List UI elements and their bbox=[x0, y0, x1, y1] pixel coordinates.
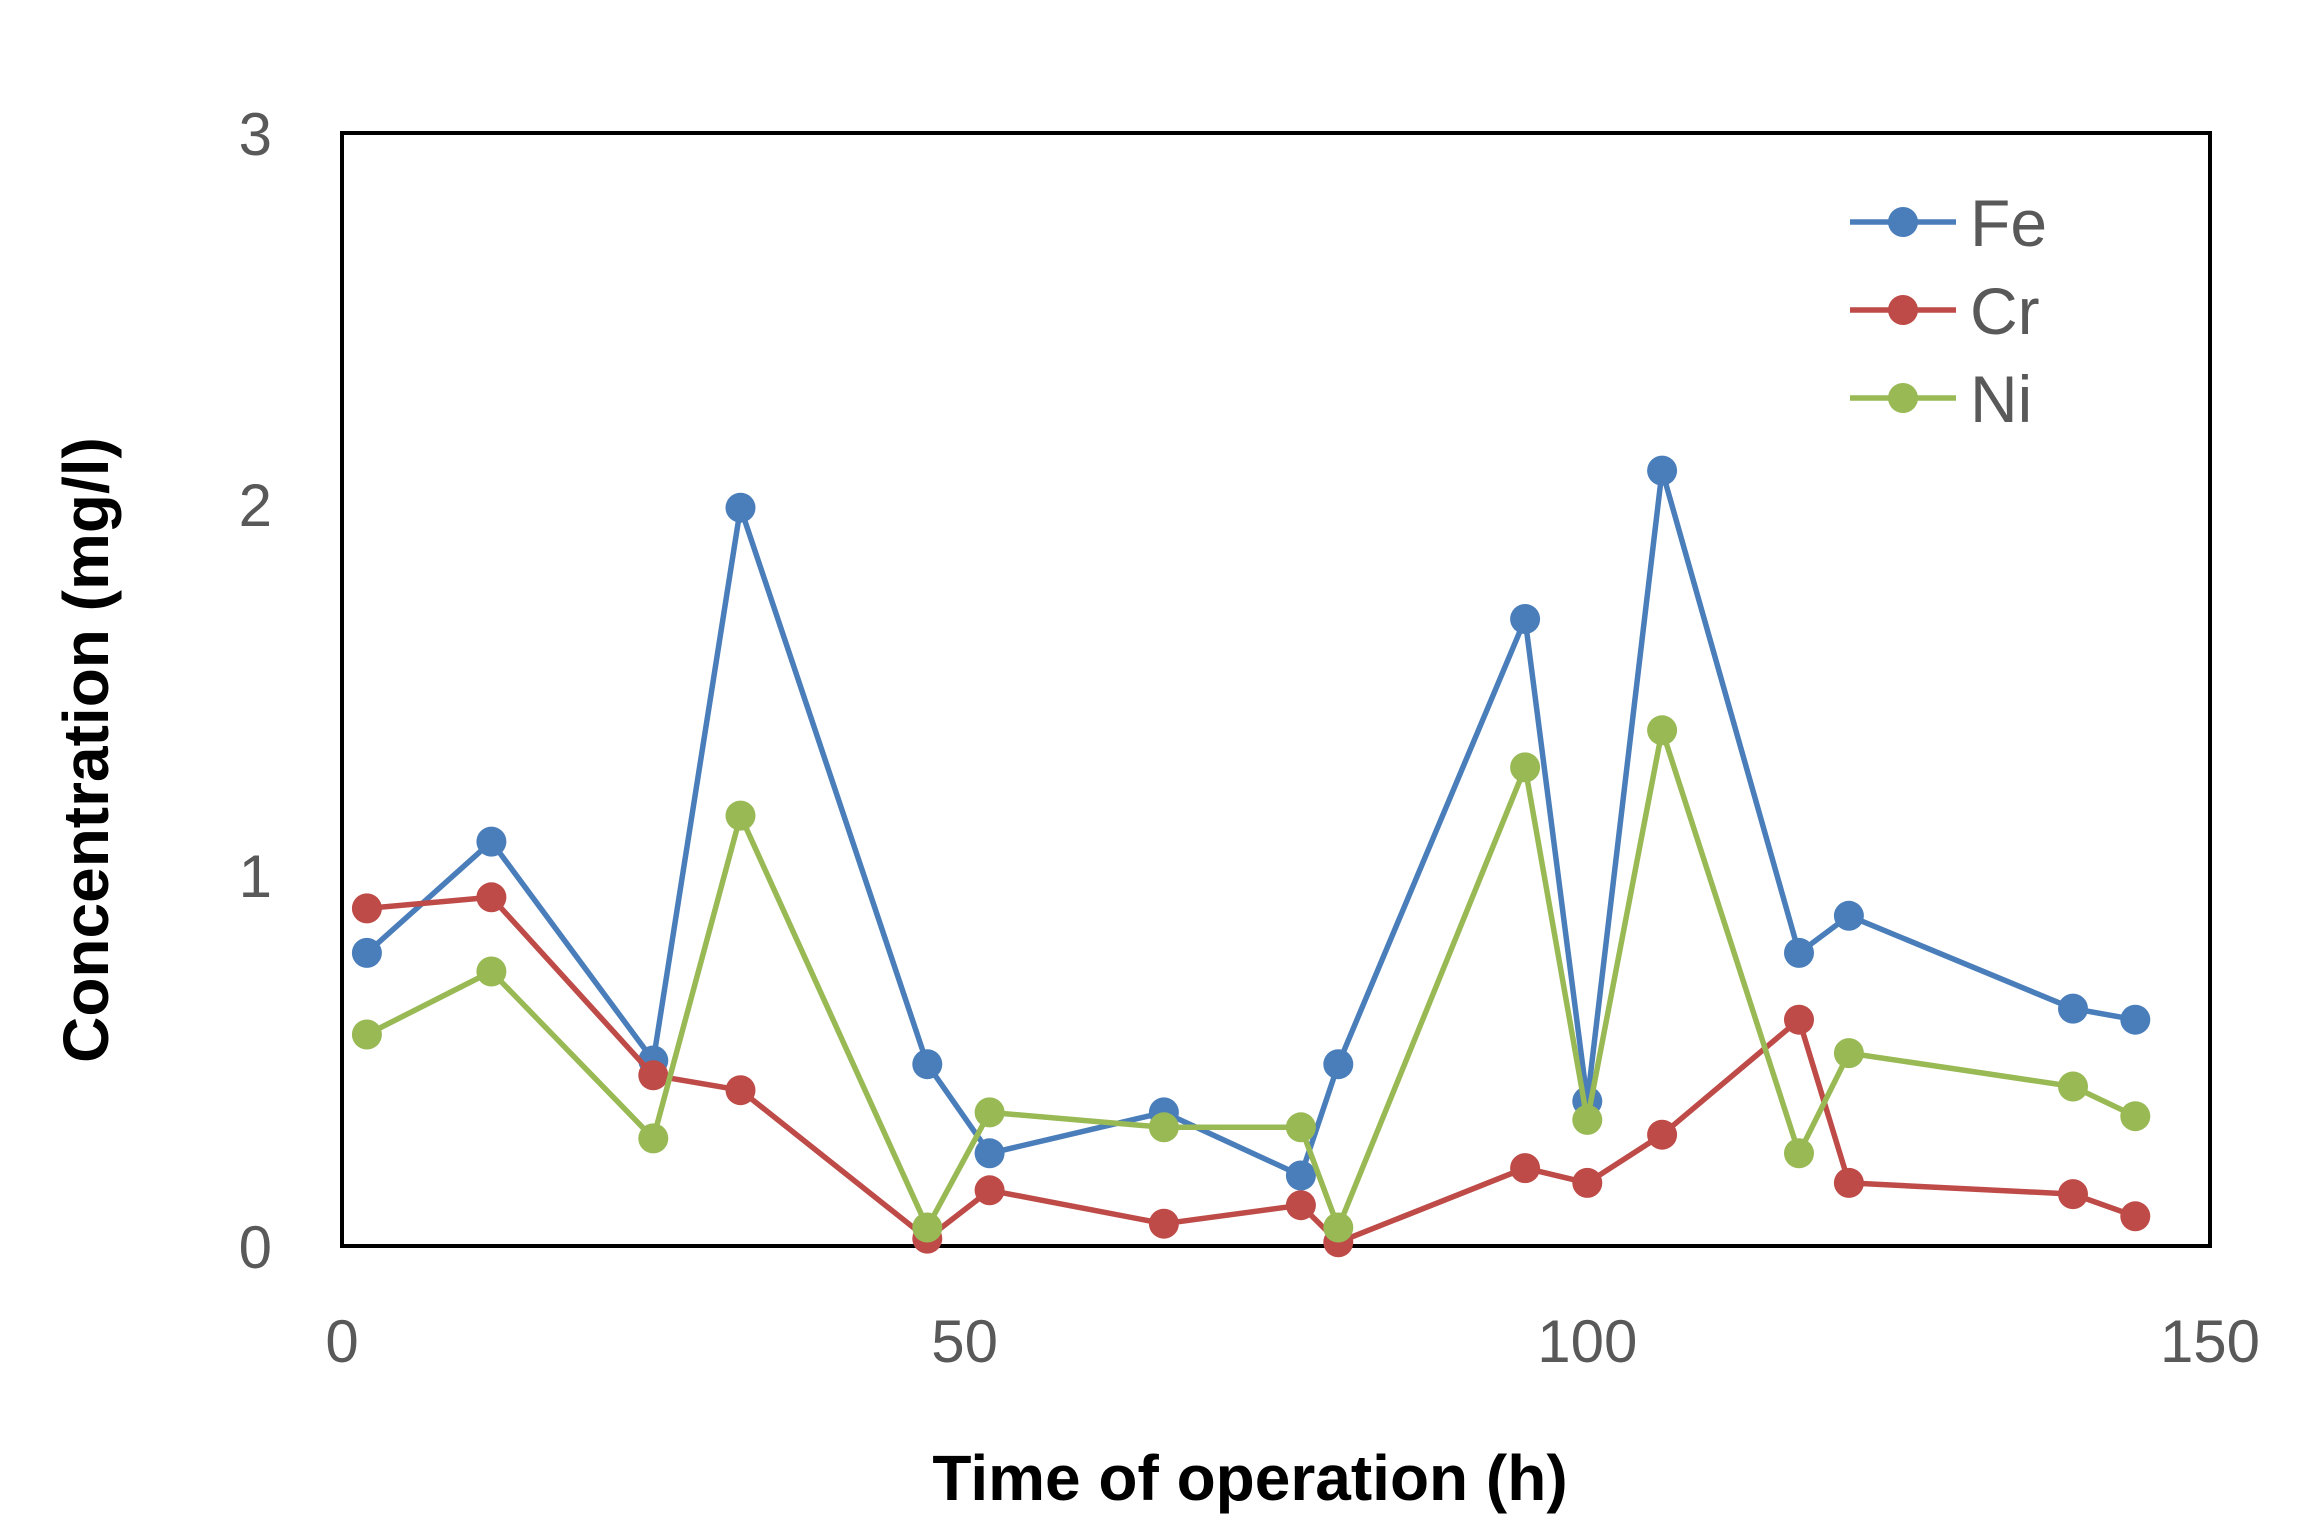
series-layer bbox=[351, 455, 2151, 1258]
y-axis-ticks: 0 1 2 3 bbox=[239, 101, 272, 1281]
data-point-fe bbox=[1285, 1160, 1316, 1191]
legend-marker bbox=[1888, 207, 1918, 237]
series-ni bbox=[351, 715, 2151, 1243]
data-point-ni bbox=[351, 1019, 382, 1050]
data-point-ni bbox=[1833, 1038, 1864, 1069]
data-point-ni bbox=[476, 956, 507, 987]
series-line-ni bbox=[364, 727, 2139, 1231]
plot-area bbox=[340, 131, 2212, 1248]
x-tick-label: 50 bbox=[931, 1308, 998, 1375]
data-point-ni bbox=[974, 1097, 1005, 1128]
legend: Fe Cr Ni bbox=[1850, 186, 2047, 436]
legend-item-ni: Ni bbox=[1850, 362, 2032, 436]
data-point-fe bbox=[974, 1138, 1005, 1169]
series-line-fe bbox=[364, 467, 2139, 1179]
data-point-ni bbox=[1323, 1212, 1354, 1243]
legend-marker bbox=[1888, 383, 1918, 413]
data-point-cr bbox=[351, 893, 382, 924]
data-point-fe bbox=[2058, 993, 2088, 1024]
data-point-cr bbox=[725, 1075, 756, 1106]
data-point-cr bbox=[1285, 1190, 1316, 1221]
data-point-cr bbox=[974, 1175, 1005, 1206]
data-point-ni bbox=[2120, 1101, 2151, 1132]
x-tick-label: 150 bbox=[2160, 1308, 2260, 1375]
data-point-fe bbox=[476, 826, 507, 857]
data-point-ni bbox=[1784, 1138, 1814, 1169]
data-point-ni bbox=[1647, 715, 1678, 746]
legend-label: Cr bbox=[1970, 274, 2040, 348]
legend-label: Fe bbox=[1970, 186, 2047, 260]
data-point-ni bbox=[725, 800, 756, 831]
data-point-ni bbox=[638, 1123, 669, 1154]
legend-item-cr: Cr bbox=[1850, 274, 2040, 348]
data-point-fe bbox=[912, 1049, 943, 1080]
data-point-fe bbox=[1510, 604, 1541, 634]
legend-marker bbox=[1888, 295, 1918, 325]
data-point-ni bbox=[1148, 1112, 1179, 1143]
data-point-cr bbox=[1784, 1004, 1814, 1035]
data-point-fe bbox=[725, 492, 756, 523]
x-axis-ticks: 0 50 100 150 bbox=[325, 1308, 2260, 1375]
x-tick-label: 0 bbox=[325, 1308, 358, 1375]
data-point-ni bbox=[1510, 752, 1541, 783]
data-point-fe bbox=[2120, 1004, 2151, 1035]
y-axis-title: Concentration (mg/l) bbox=[50, 437, 122, 1063]
data-point-fe bbox=[1647, 455, 1678, 486]
data-point-cr bbox=[2120, 1201, 2151, 1232]
data-point-cr bbox=[476, 882, 507, 913]
x-axis-title: Time of operation (h) bbox=[932, 1442, 1567, 1514]
data-point-ni bbox=[2058, 1071, 2088, 1102]
data-point-fe bbox=[1833, 900, 1864, 931]
data-point-ni bbox=[912, 1212, 943, 1243]
y-tick-label: 0 bbox=[239, 1214, 272, 1281]
data-point-cr bbox=[1833, 1167, 1864, 1198]
data-point-fe bbox=[351, 937, 382, 968]
data-point-cr bbox=[1647, 1119, 1678, 1150]
data-point-ni bbox=[1572, 1104, 1603, 1135]
y-tick-label: 2 bbox=[239, 472, 272, 539]
legend-item-fe: Fe bbox=[1850, 186, 2047, 260]
data-point-cr bbox=[2058, 1179, 2088, 1210]
y-tick-label: 1 bbox=[239, 843, 272, 910]
x-tick-label: 100 bbox=[1537, 1308, 1637, 1375]
data-point-cr bbox=[1510, 1153, 1541, 1184]
data-point-fe bbox=[1784, 937, 1814, 968]
data-point-cr bbox=[638, 1060, 669, 1091]
data-point-fe bbox=[1323, 1049, 1354, 1080]
data-point-cr bbox=[1148, 1208, 1179, 1239]
y-tick-label: 3 bbox=[239, 101, 272, 168]
data-point-ni bbox=[1285, 1112, 1316, 1143]
data-point-cr bbox=[1572, 1167, 1603, 1198]
legend-label: Ni bbox=[1970, 362, 2032, 436]
